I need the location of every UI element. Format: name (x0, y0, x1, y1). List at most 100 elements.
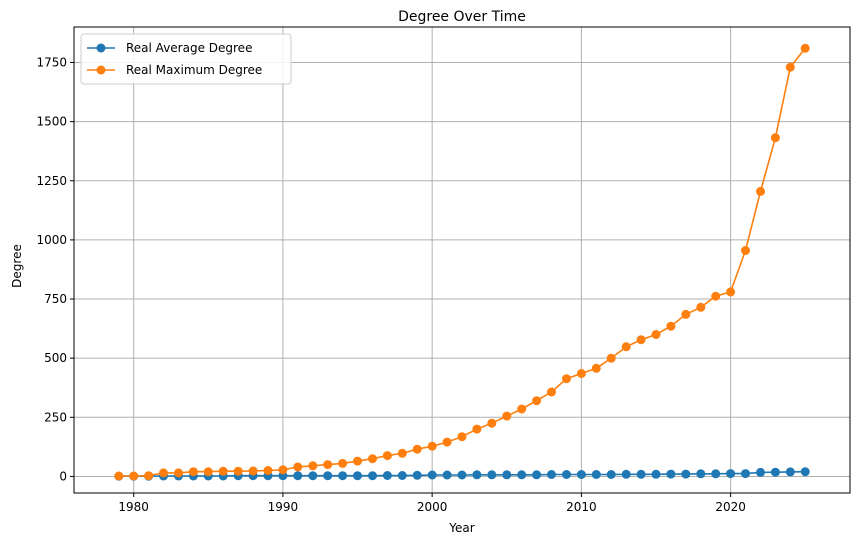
series-line (118, 47, 806, 477)
x-tick-label: 2010 (566, 500, 597, 514)
y-tick-label: 1750 (36, 55, 67, 69)
data-point (248, 466, 258, 476)
data-point (323, 471, 333, 481)
series-1 (114, 43, 810, 481)
data-point (308, 471, 318, 481)
data-point (785, 467, 795, 477)
data-point (382, 451, 392, 461)
data-point (263, 466, 273, 475)
data-point (442, 470, 452, 480)
y-tick-label: 1000 (36, 233, 67, 247)
data-point (770, 467, 780, 477)
data-point (681, 469, 691, 479)
x-axis-label: Year (448, 521, 474, 535)
data-point (621, 342, 631, 352)
y-tick-label: 0 (59, 469, 67, 483)
y-tick-label: 750 (44, 292, 67, 306)
data-point (144, 471, 154, 481)
data-point (800, 43, 810, 53)
y-tick-label: 250 (44, 410, 67, 424)
data-point (129, 471, 139, 481)
data-point (174, 468, 183, 478)
data-point (338, 458, 348, 468)
data-point (696, 302, 706, 312)
data-point (203, 467, 213, 477)
data-point (532, 470, 542, 480)
data-point (368, 454, 377, 464)
data-point (517, 404, 527, 414)
data-point (188, 467, 198, 477)
data-point (591, 470, 601, 479)
data-point (487, 470, 497, 480)
y-tick-label: 500 (44, 351, 67, 365)
data-point (532, 396, 542, 406)
data-point (666, 469, 676, 479)
data-point (472, 470, 482, 480)
legend-marker (96, 43, 106, 53)
data-point (770, 133, 780, 143)
data-point (338, 471, 348, 481)
grid (74, 27, 850, 493)
data-point (785, 62, 795, 72)
data-point (666, 321, 676, 331)
data-point (472, 424, 482, 434)
data-point (636, 335, 646, 345)
data-point (517, 470, 527, 480)
data-point (726, 469, 736, 479)
data-point (427, 441, 437, 451)
data-point (681, 309, 691, 319)
data-point (562, 374, 571, 384)
data-point (547, 387, 556, 397)
data-point (427, 470, 437, 480)
data-point (323, 460, 333, 470)
x-tick-label: 1990 (268, 500, 299, 514)
data-point (606, 353, 616, 363)
data-point (412, 444, 422, 454)
data-point (576, 470, 586, 479)
chart-title: Degree Over Time (398, 9, 526, 25)
data-point (114, 471, 124, 481)
plot-frame (73, 26, 851, 494)
data-point (397, 448, 407, 458)
x-tick-label: 2000 (417, 500, 448, 514)
data-point (696, 469, 706, 479)
data-point (218, 466, 228, 476)
legend: Real Average Degree Real Maximum Degree (80, 33, 292, 85)
y-tick-label: 1250 (36, 174, 67, 188)
data-point (756, 186, 765, 196)
data-point (756, 467, 765, 477)
data-point (741, 246, 750, 255)
data-point (711, 469, 721, 479)
data-point (457, 470, 467, 480)
data-point (711, 291, 721, 301)
data-point (278, 465, 288, 475)
data-point (442, 437, 452, 447)
data-point (353, 471, 362, 481)
y-tick-label: 1500 (36, 115, 67, 129)
data-point (487, 418, 497, 428)
data-point (293, 471, 303, 481)
data-point (621, 469, 631, 479)
data-point (308, 461, 318, 471)
data-point (606, 470, 616, 479)
legend-marker (96, 65, 106, 75)
data-point (412, 470, 422, 480)
series-layer (114, 43, 810, 481)
data-point (502, 411, 512, 421)
legend-label: Real Average Degree (126, 41, 252, 55)
data-point (800, 467, 810, 477)
data-point (547, 470, 556, 479)
data-point (651, 330, 661, 339)
data-point (726, 287, 736, 297)
series-0 (114, 467, 810, 481)
data-point (457, 432, 467, 442)
data-point (562, 470, 571, 479)
data-point (591, 363, 601, 373)
data-point (651, 469, 661, 479)
data-point (397, 471, 407, 480)
data-point (502, 470, 512, 480)
legend-box (80, 33, 292, 85)
legend-label: Real Maximum Degree (126, 63, 262, 77)
